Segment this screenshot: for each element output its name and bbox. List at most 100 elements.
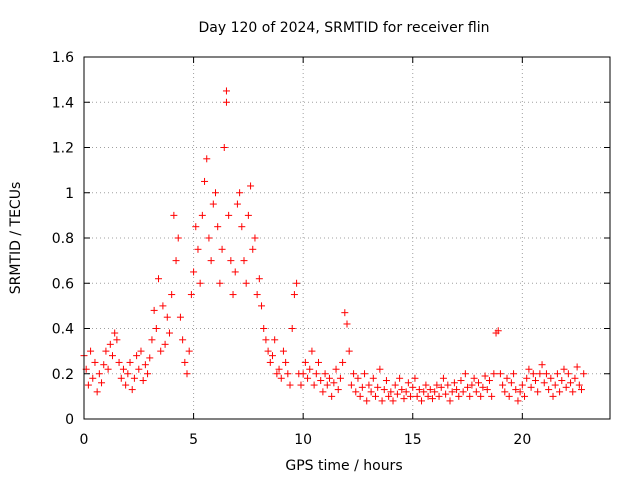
data-point xyxy=(356,392,364,400)
data-point xyxy=(470,374,478,382)
y-tick-label: 1.4 xyxy=(52,95,74,111)
data-point xyxy=(290,291,298,299)
data-point xyxy=(433,381,441,389)
data-point xyxy=(108,352,116,360)
data-point xyxy=(198,211,206,219)
data-point xyxy=(139,377,147,385)
data-point xyxy=(367,388,375,396)
data-point xyxy=(505,392,513,400)
data-point xyxy=(518,381,526,389)
x-tick-label: 10 xyxy=(294,432,312,448)
data-point xyxy=(385,392,393,400)
data-point xyxy=(529,370,537,378)
data-point xyxy=(159,302,167,310)
data-point xyxy=(336,374,344,382)
data-point xyxy=(422,381,430,389)
data-point xyxy=(363,397,371,405)
data-point xyxy=(409,383,417,391)
x-tick-label: 15 xyxy=(404,432,422,448)
data-point xyxy=(369,374,377,382)
data-point xyxy=(157,347,165,355)
data-point xyxy=(185,347,193,355)
data-point xyxy=(122,381,130,389)
data-point xyxy=(163,313,171,321)
data-point xyxy=(183,370,191,378)
data-point xyxy=(130,374,138,382)
data-point xyxy=(424,392,432,400)
data-point xyxy=(84,381,92,389)
data-point xyxy=(319,388,327,396)
data-point xyxy=(95,370,103,378)
data-point xyxy=(137,347,145,355)
data-point xyxy=(192,223,200,231)
data-point xyxy=(562,383,570,391)
data-point xyxy=(284,370,292,378)
data-point xyxy=(282,358,290,366)
data-point xyxy=(534,388,542,396)
data-point xyxy=(181,358,189,366)
data-point xyxy=(152,325,160,332)
data-point xyxy=(111,329,119,337)
data-point xyxy=(450,379,458,387)
data-point xyxy=(113,336,121,344)
data-point xyxy=(126,358,134,366)
data-point xyxy=(334,386,342,394)
data-point xyxy=(165,329,173,337)
data-point xyxy=(564,370,572,378)
data-point xyxy=(553,370,561,378)
data-point xyxy=(205,234,213,242)
data-point xyxy=(393,390,401,398)
y-tick-label: 1.2 xyxy=(52,141,74,157)
data-point xyxy=(222,98,230,106)
data-point xyxy=(496,370,504,378)
data-point xyxy=(459,388,467,396)
data-point xyxy=(304,374,312,382)
data-point xyxy=(91,358,99,366)
data-point xyxy=(255,275,263,283)
data-point xyxy=(481,372,489,380)
data-point xyxy=(569,388,577,396)
data-point xyxy=(179,336,187,344)
data-point xyxy=(174,234,182,242)
data-point xyxy=(382,377,390,385)
data-point xyxy=(315,358,323,366)
data-point xyxy=(288,325,296,332)
data-point xyxy=(176,313,184,321)
data-point xyxy=(540,379,548,387)
data-point xyxy=(418,397,426,405)
data-point xyxy=(536,370,544,378)
data-point xyxy=(521,392,529,400)
data-point xyxy=(468,381,476,389)
data-point xyxy=(244,211,252,219)
data-point xyxy=(196,279,204,287)
y-axis-label: SRMTID / TECUs xyxy=(8,182,24,295)
data-point xyxy=(531,377,539,385)
data-point xyxy=(301,358,309,366)
data-point xyxy=(251,234,259,242)
data-point xyxy=(411,374,419,382)
data-point xyxy=(341,309,349,317)
data-point xyxy=(218,245,226,253)
data-point xyxy=(567,379,575,387)
data-point xyxy=(402,388,410,396)
data-point xyxy=(306,365,314,373)
x-tick-label: 20 xyxy=(513,432,531,448)
data-point xyxy=(297,381,305,389)
data-point xyxy=(426,386,434,394)
data-point xyxy=(571,374,579,382)
data-point xyxy=(560,365,568,373)
y-tick-label: 0.8 xyxy=(52,231,74,247)
data-point xyxy=(420,388,428,396)
data-point xyxy=(172,257,180,265)
data-point xyxy=(209,200,217,208)
data-point xyxy=(100,361,108,369)
data-point xyxy=(106,340,114,348)
data-point xyxy=(253,291,261,299)
data-point xyxy=(117,374,125,382)
data-point xyxy=(391,381,399,389)
data-point xyxy=(345,347,353,355)
data-point xyxy=(549,392,557,400)
data-point xyxy=(556,388,564,396)
data-point xyxy=(266,358,274,366)
data-point xyxy=(365,381,373,389)
